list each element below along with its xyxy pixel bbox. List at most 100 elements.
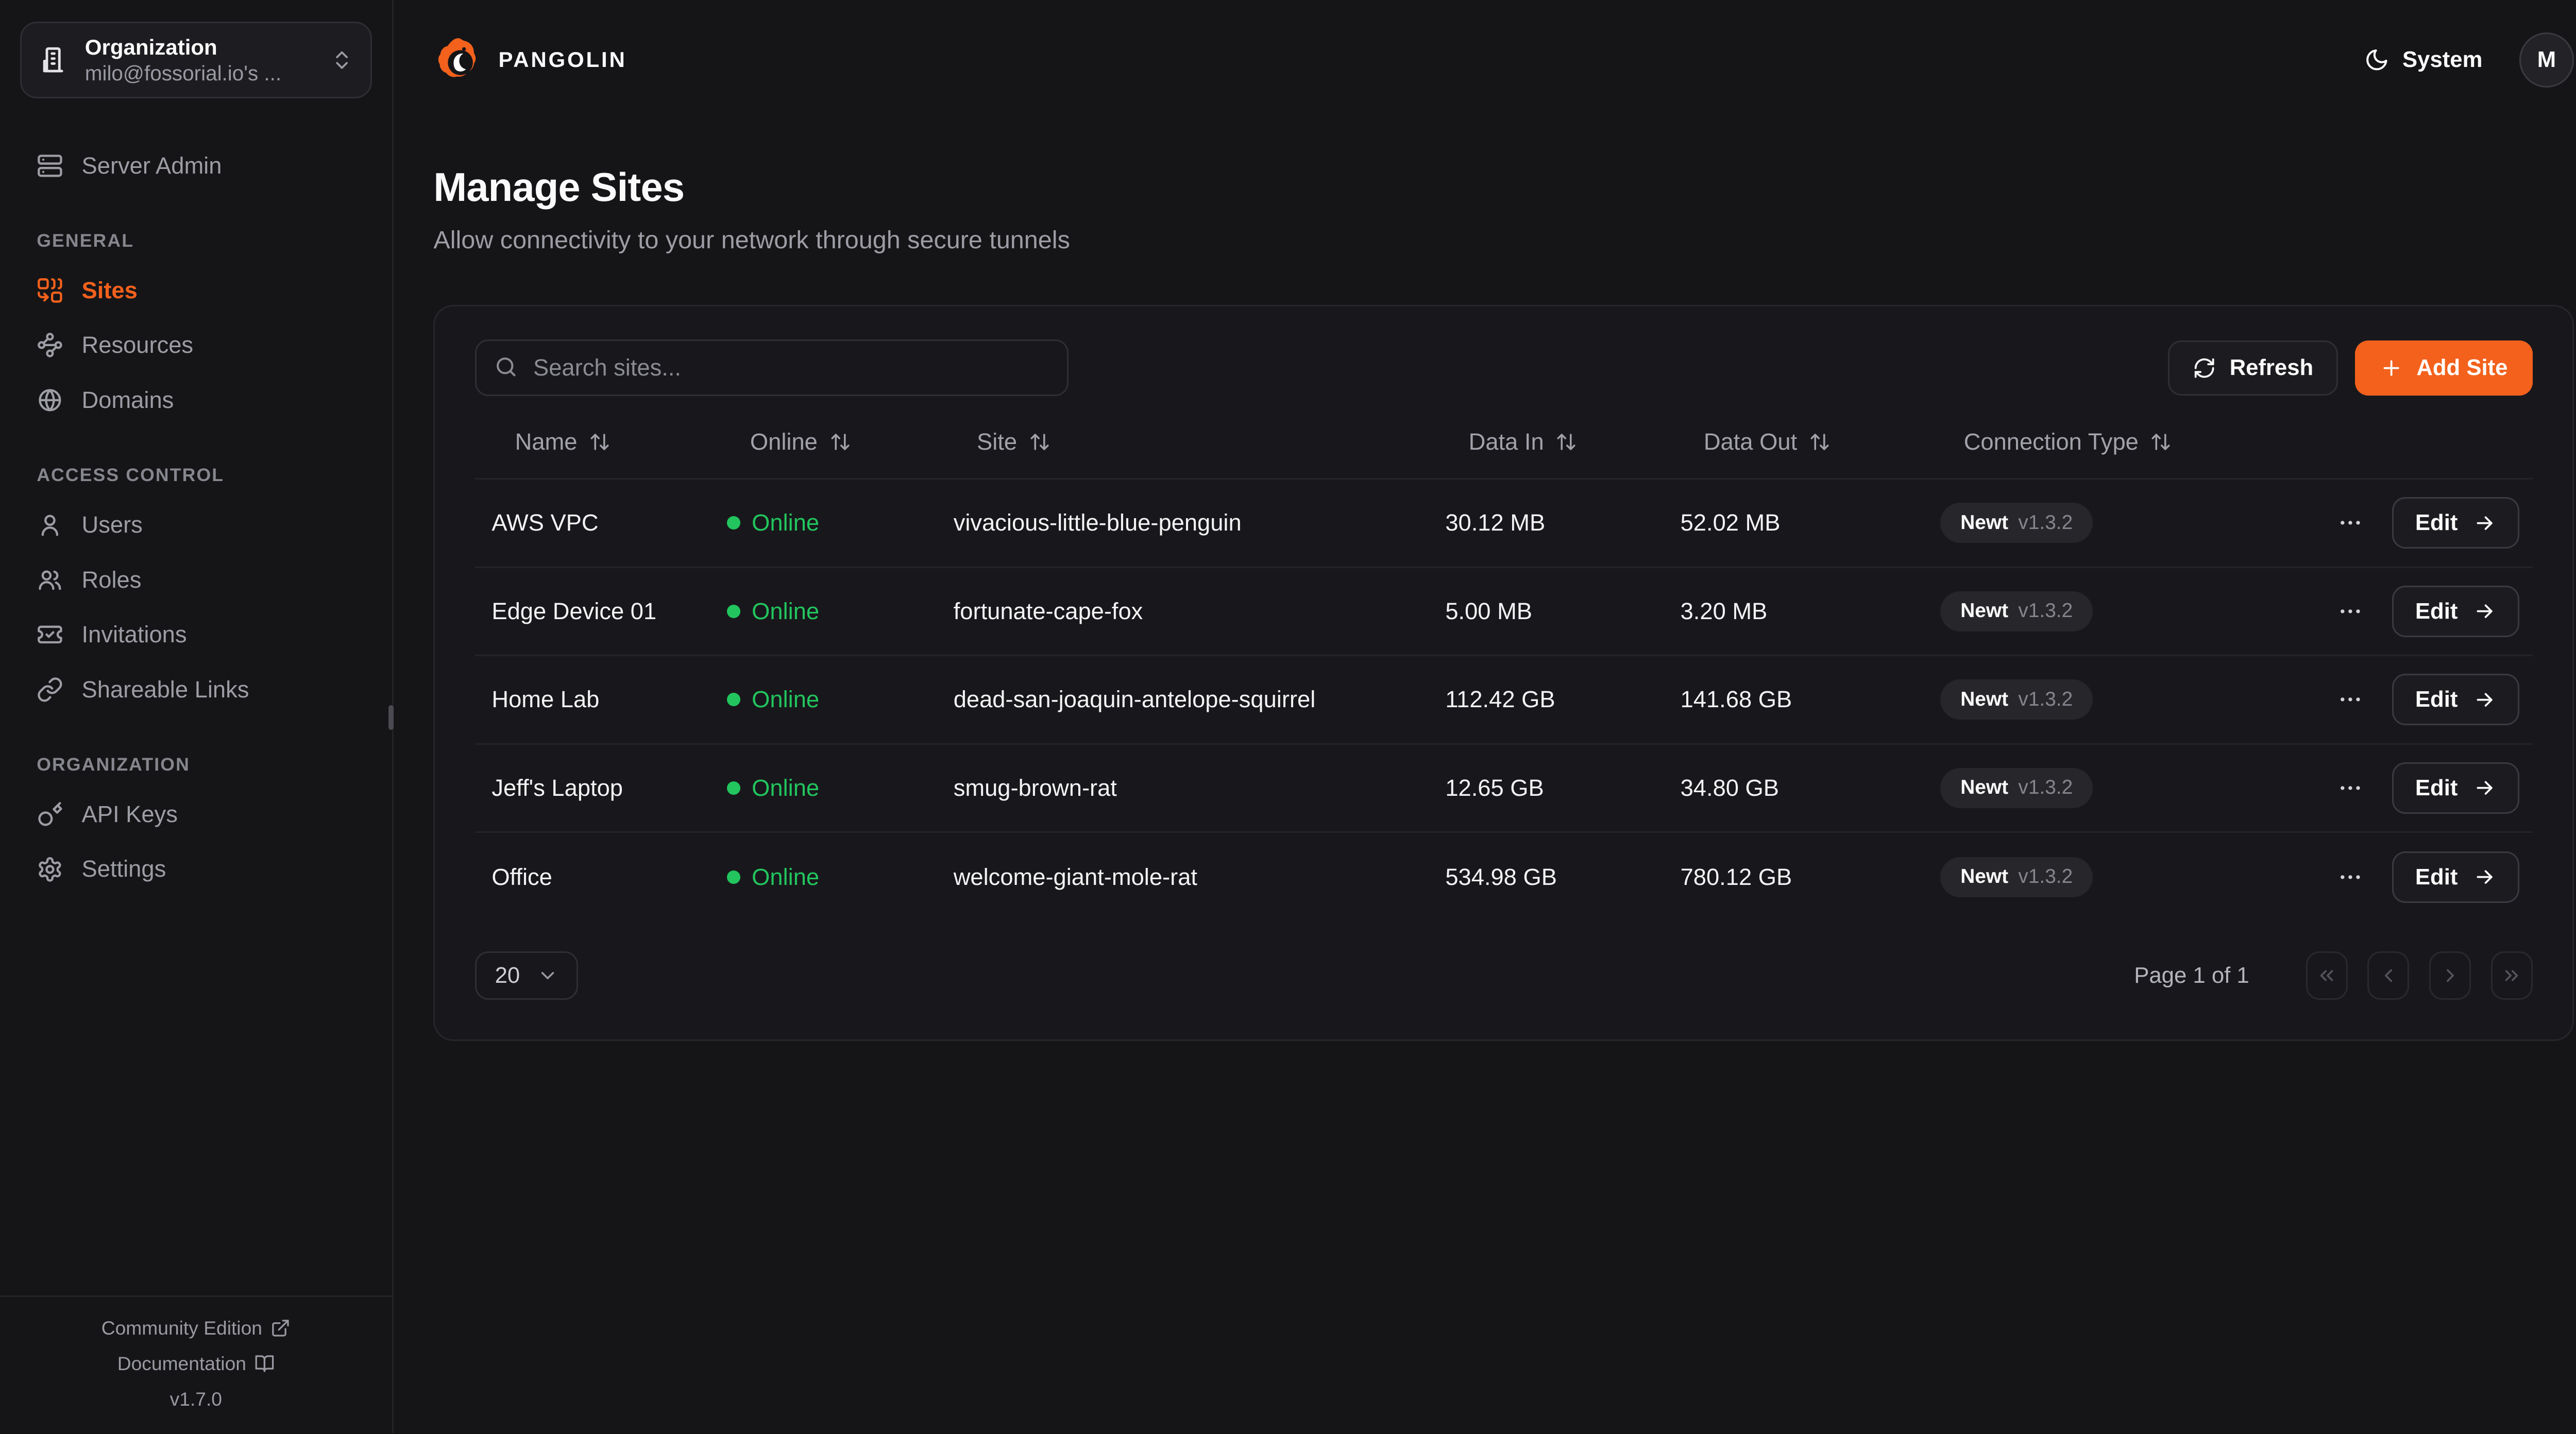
connection-version: v1.3.2 xyxy=(2018,865,2073,888)
community-edition-link[interactable]: Community Edition xyxy=(101,1317,291,1339)
sidebar-item-label: Settings xyxy=(81,856,166,882)
sidebar-item-label: API Keys xyxy=(81,800,178,827)
row-menu-button[interactable] xyxy=(2332,859,2368,895)
edit-label: Edit xyxy=(2415,864,2458,890)
row-menu-button[interactable] xyxy=(2332,681,2368,718)
page-subtitle: Allow connectivity to your network throu… xyxy=(433,226,1070,254)
cell-name: Jeff's Laptop xyxy=(492,774,623,801)
user-icon xyxy=(41,515,59,536)
connection-client: Newt xyxy=(1960,865,2009,888)
documentation-label: Documentation xyxy=(117,1352,246,1374)
pagination: 20 Page 1 of 1 xyxy=(475,951,2533,1000)
next-page-button[interactable] xyxy=(2429,951,2471,1000)
documentation-link[interactable]: Documentation xyxy=(117,1353,275,1375)
column-header-data-in[interactable]: Data In xyxy=(1429,429,1664,455)
edit-button[interactable]: Edit xyxy=(2392,497,2519,549)
cell-name: Edge Device 01 xyxy=(492,598,657,624)
org-switcher[interactable]: Organization milo@fossorial.io's ... xyxy=(20,22,372,98)
cell-site: vivacious-little-blue-penguin xyxy=(953,509,1242,536)
table-body: AWS VPC Online vivacious-little-blue-pen… xyxy=(475,480,2533,921)
edit-label: Edit xyxy=(2415,775,2458,800)
chevron-left-icon xyxy=(2384,969,2392,982)
refresh-icon xyxy=(2195,358,2214,378)
sidebar-item-resources[interactable]: Resources xyxy=(20,318,372,373)
ellipsis-icon xyxy=(2341,521,2360,525)
sidebar-item-invitations[interactable]: Invitations xyxy=(20,607,372,662)
sidebar-item-label: Sites xyxy=(81,277,138,303)
main-content: PANGOLIN System M Manage Sites Allow con… xyxy=(394,0,2576,1433)
sort-icon xyxy=(831,434,850,451)
edit-button[interactable]: Edit xyxy=(2392,762,2519,814)
avatar[interactable]: M xyxy=(2519,32,2574,88)
last-page-button[interactable] xyxy=(2490,951,2533,1000)
edit-button[interactable]: Edit xyxy=(2392,851,2519,903)
row-menu-button[interactable] xyxy=(2332,505,2368,541)
search-input[interactable] xyxy=(475,339,1069,397)
online-status-dot xyxy=(726,781,740,795)
connection-version: v1.3.2 xyxy=(2018,600,2073,622)
sort-icon xyxy=(1557,434,1575,451)
table-row: Jeff's Laptop Online smug-brown-rat 12.6… xyxy=(475,745,2533,833)
sidebar-content: Organization milo@fossorial.io's ... Ser… xyxy=(0,0,392,1295)
sidebar-item-label: Domains xyxy=(81,387,174,414)
refresh-button[interactable]: Refresh xyxy=(2168,340,2338,396)
chevrons-left-icon xyxy=(2320,970,2333,981)
column-header-online[interactable]: Online xyxy=(710,429,937,455)
online-status-dot xyxy=(726,516,740,530)
page-size-select[interactable]: 20 xyxy=(475,951,579,1000)
column-header-name[interactable]: Name xyxy=(475,429,710,455)
connection-version: v1.3.2 xyxy=(2018,511,2073,534)
ellipsis-icon xyxy=(2341,786,2360,790)
connection-type-badge: Newt v1.3.2 xyxy=(1940,679,2093,720)
cell-actions: Edit xyxy=(2315,497,2533,549)
previous-page-button[interactable] xyxy=(2367,951,2410,1000)
cell-data-in: 30.12 MB xyxy=(1445,509,1546,536)
sidebar-item-settings[interactable]: Settings xyxy=(20,842,372,897)
connection-client: Newt xyxy=(1960,776,2009,799)
sidebar-item-sites[interactable]: Sites xyxy=(20,263,372,318)
org-switcher-subtitle: milo@fossorial.io's ... xyxy=(84,61,282,86)
sidebar-item-label: Invitations xyxy=(81,621,187,648)
brand-name: PANGOLIN xyxy=(498,47,627,72)
link-icon xyxy=(38,677,62,702)
pager-buttons xyxy=(2306,951,2533,1000)
ticket-check-icon xyxy=(38,626,62,644)
sidebar-item-domains[interactable]: Domains xyxy=(20,373,372,428)
cell-online: Online xyxy=(710,598,937,625)
cell-name: Home Lab xyxy=(492,686,600,713)
sidebar-item-label: Resources xyxy=(81,332,194,358)
sidebar-scrollbar-thumb[interactable] xyxy=(388,705,394,730)
first-page-button[interactable] xyxy=(2306,951,2348,1000)
sidebar-item-api-keys[interactable]: API Keys xyxy=(20,787,372,842)
sidebar-nav: Server Admin GENERAL Sites Resources Dom… xyxy=(20,139,372,897)
row-menu-button[interactable] xyxy=(2332,770,2368,806)
globe-icon xyxy=(39,389,61,412)
key-icon xyxy=(38,801,62,826)
cell-data-out: 34.80 GB xyxy=(1680,774,1779,801)
edit-label: Edit xyxy=(2415,510,2458,536)
theme-toggle[interactable]: System xyxy=(2364,47,2483,73)
column-header-connection-type[interactable]: Connection Type xyxy=(1924,429,2493,455)
search-container xyxy=(475,339,1069,397)
sort-icon xyxy=(2151,434,2171,451)
brand-logo[interactable]: PANGOLIN xyxy=(433,35,626,85)
sidebar-item-label: Roles xyxy=(81,566,142,593)
search-icon xyxy=(496,357,516,377)
edit-button[interactable]: Edit xyxy=(2392,585,2519,637)
row-menu-button[interactable] xyxy=(2332,593,2368,629)
users-icon xyxy=(39,570,61,590)
add-site-button[interactable]: Add Site xyxy=(2354,340,2533,396)
cell-connection-type: Newt v1.3.2 xyxy=(1924,503,2315,543)
theme-label: System xyxy=(2402,47,2483,73)
sidebar-item-shareable-links[interactable]: Shareable Links xyxy=(20,662,372,718)
sidebar-item-roles[interactable]: Roles xyxy=(20,552,372,607)
resources-icon xyxy=(38,333,62,358)
sidebar-item-server-admin[interactable]: Server Admin xyxy=(20,139,372,194)
column-header-data-out[interactable]: Data Out xyxy=(1664,429,1924,455)
sidebar-item-users[interactable]: Users xyxy=(20,497,372,552)
edit-button[interactable]: Edit xyxy=(2392,674,2519,726)
cell-data-out: 141.68 GB xyxy=(1680,686,1792,713)
column-header-site[interactable]: Site xyxy=(937,429,1429,455)
sidebar-item-label: Users xyxy=(81,511,143,538)
